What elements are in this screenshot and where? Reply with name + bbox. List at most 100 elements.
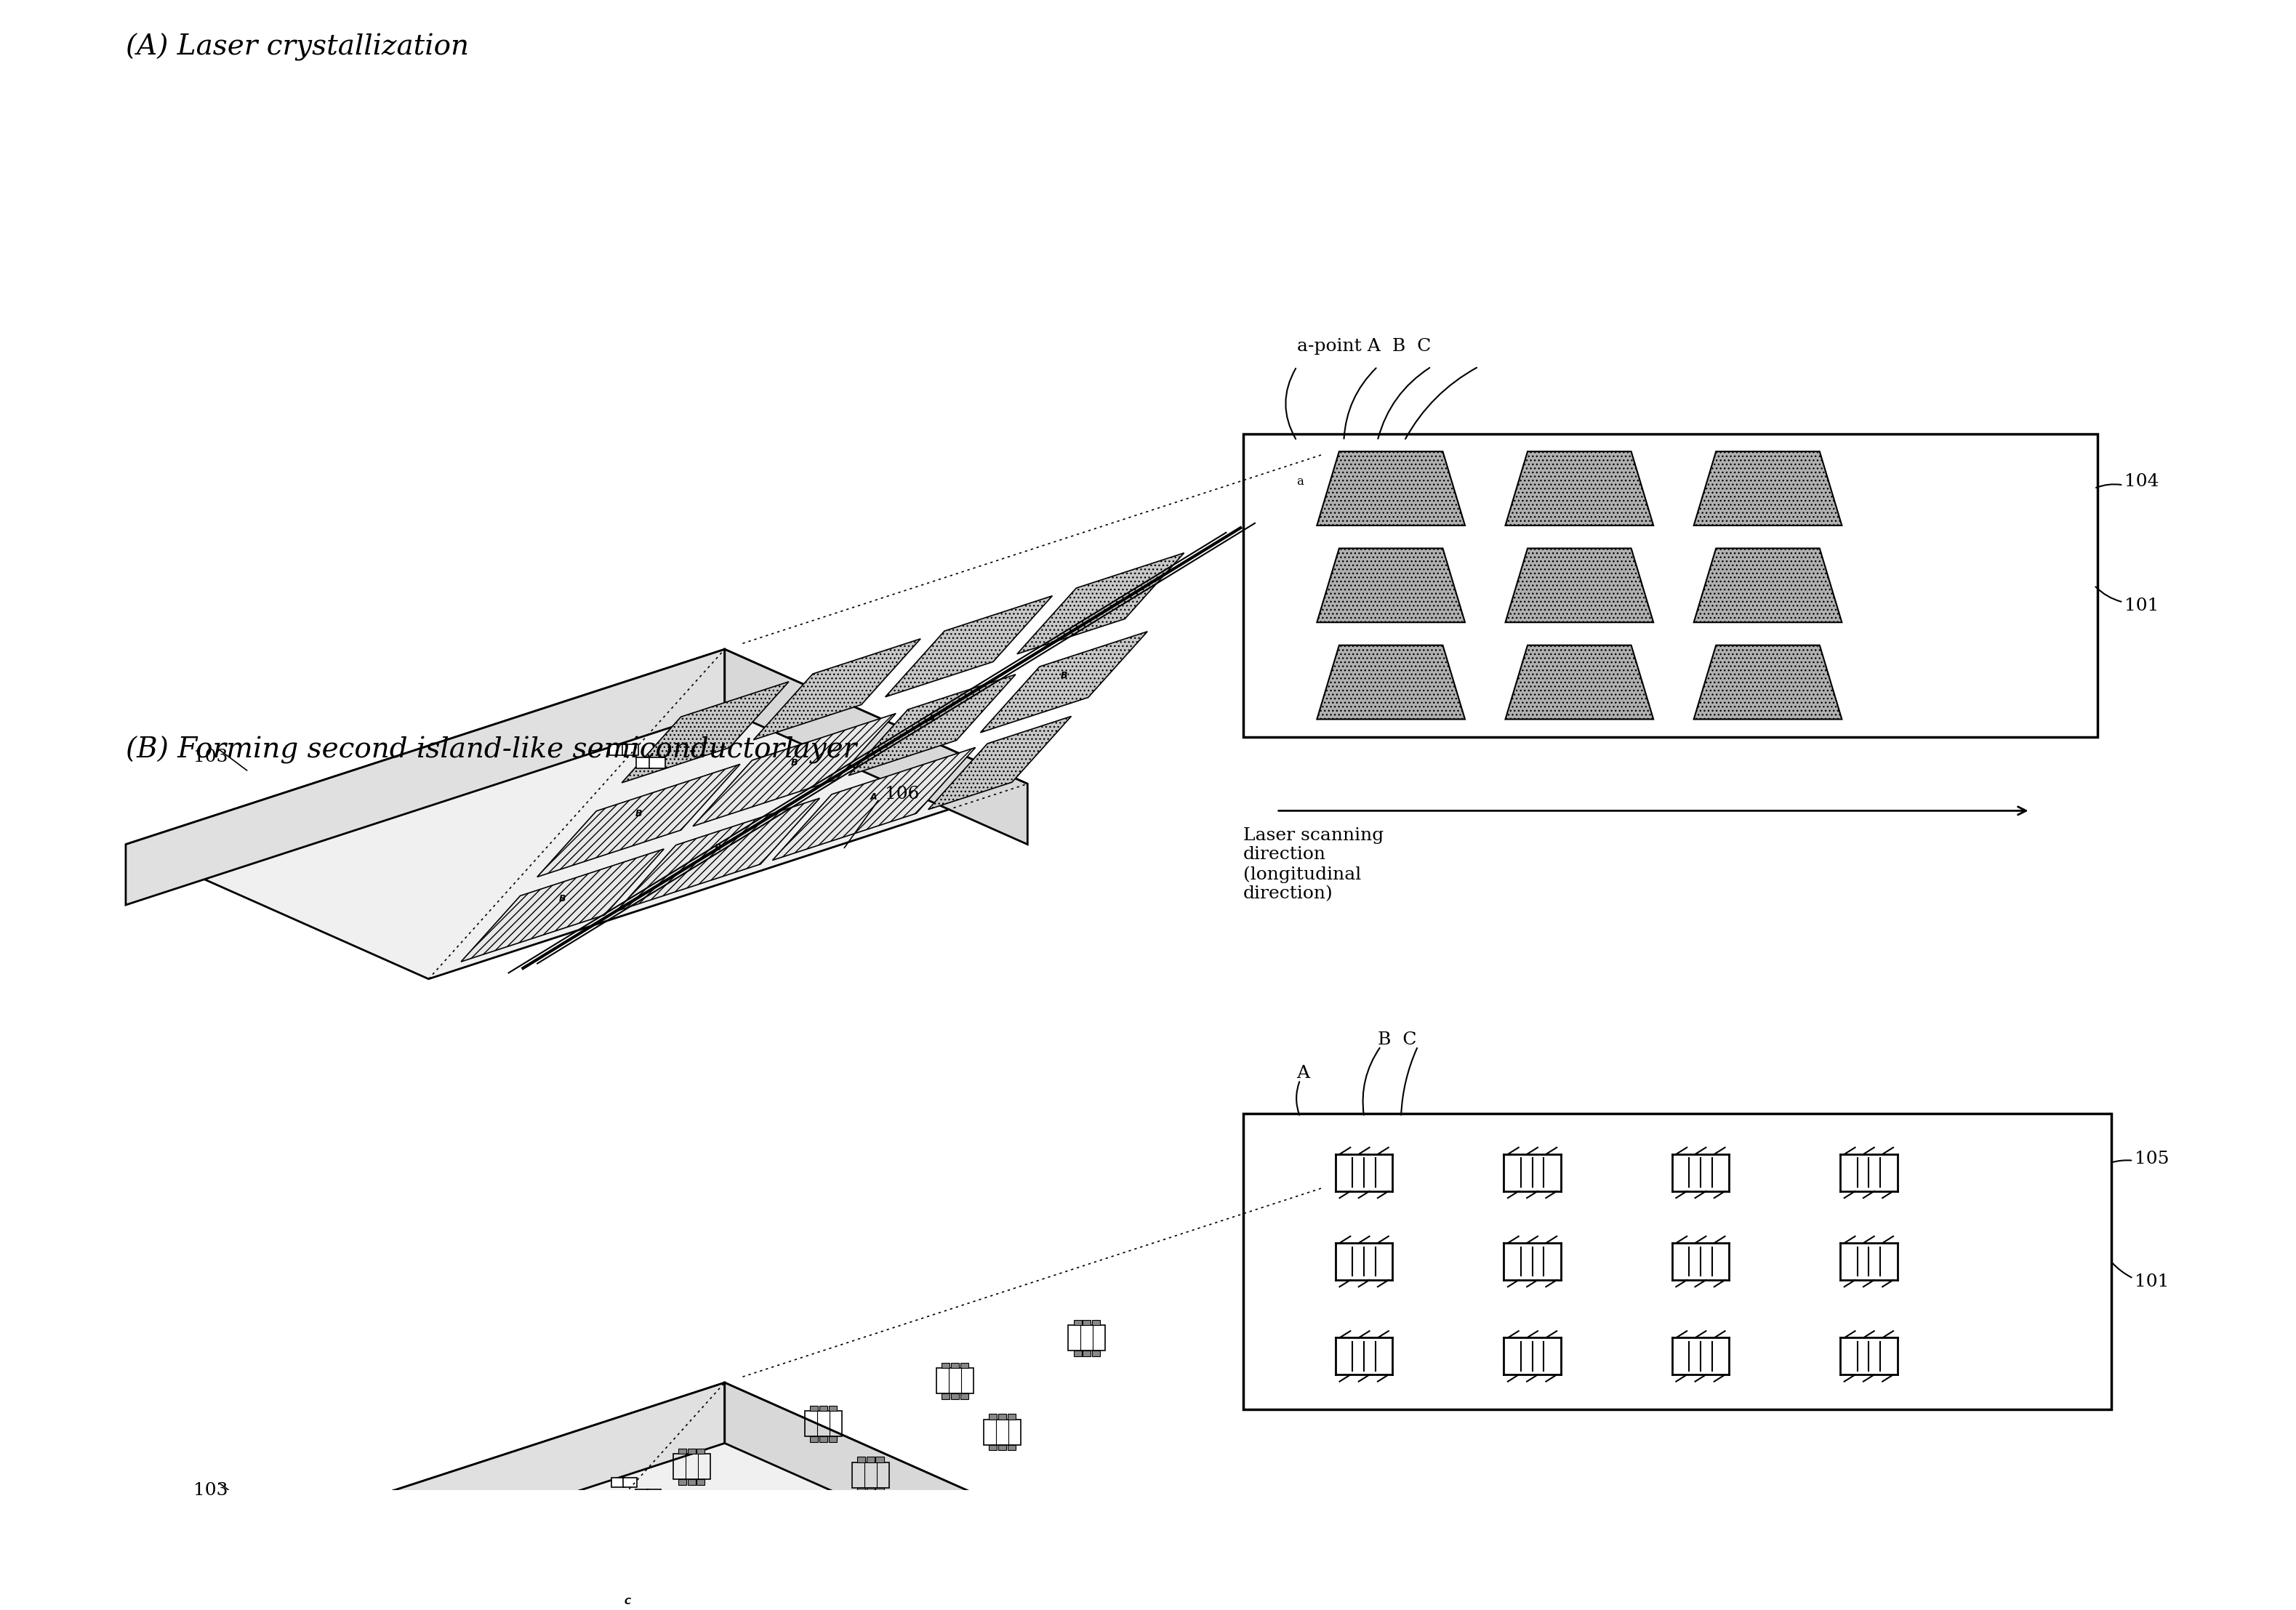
Text: B: B (1061, 671, 1068, 679)
Bar (767, 1557, 804, 1583)
Bar (650, 1594, 659, 1599)
Text: (A) Laser crystallization: (A) Laser crystallization (126, 34, 468, 61)
Text: C: C (625, 1597, 631, 1607)
Bar (721, 1505, 758, 1531)
Bar (960, 1394, 969, 1399)
Bar (771, 1583, 781, 1587)
Polygon shape (1694, 549, 1841, 623)
FancyBboxPatch shape (636, 758, 652, 768)
Bar (726, 1501, 732, 1505)
Text: B: B (714, 844, 721, 853)
Text: 101: 101 (2135, 1274, 2170, 1290)
Bar (604, 1573, 611, 1579)
Bar (636, 1599, 673, 1610)
Bar (771, 1550, 781, 1557)
Bar (829, 1406, 836, 1410)
Bar (951, 1362, 960, 1368)
FancyBboxPatch shape (650, 758, 666, 768)
Bar (856, 1457, 866, 1462)
Bar (792, 1550, 799, 1557)
Bar (1242, 435, 2099, 737)
Text: 103: 103 (193, 749, 227, 765)
Polygon shape (1017, 552, 1185, 654)
Bar (1084, 1351, 1091, 1356)
Bar (744, 1501, 753, 1505)
Bar (783, 1550, 790, 1557)
Polygon shape (126, 649, 1029, 979)
FancyBboxPatch shape (622, 744, 638, 755)
FancyBboxPatch shape (608, 744, 625, 755)
Bar (905, 1509, 912, 1513)
Bar (677, 1449, 687, 1454)
Bar (659, 1594, 668, 1599)
FancyBboxPatch shape (611, 1478, 625, 1488)
Polygon shape (1318, 646, 1465, 720)
Bar (941, 1362, 951, 1368)
Polygon shape (726, 1383, 1029, 1578)
Bar (900, 1513, 937, 1539)
Bar (983, 1420, 1022, 1444)
Bar (829, 1436, 836, 1443)
Bar (595, 1573, 602, 1579)
Bar (687, 1449, 696, 1454)
Bar (735, 1501, 742, 1505)
Polygon shape (1318, 549, 1465, 623)
Text: A: A (870, 792, 877, 802)
Bar (960, 1362, 969, 1368)
Bar (923, 1509, 930, 1513)
Bar (1093, 1351, 1100, 1356)
Polygon shape (980, 631, 1148, 733)
Bar (990, 1444, 996, 1451)
Bar (613, 1542, 620, 1549)
Text: A: A (1297, 1064, 1311, 1082)
Text: 101: 101 (2124, 597, 2158, 613)
Polygon shape (618, 799, 820, 911)
Text: B: B (790, 758, 797, 768)
Bar (941, 1394, 951, 1399)
Polygon shape (1506, 549, 1653, 623)
Bar (696, 1449, 705, 1454)
Bar (1084, 1320, 1091, 1325)
Bar (866, 1488, 875, 1492)
FancyBboxPatch shape (647, 1489, 661, 1499)
Bar (820, 1406, 827, 1410)
Bar (866, 1457, 875, 1462)
Bar (905, 1539, 912, 1544)
Text: 103: 103 (193, 1481, 227, 1499)
Text: a: a (1297, 475, 1304, 488)
Bar (604, 1542, 611, 1549)
Bar (914, 1539, 921, 1544)
Bar (641, 1594, 650, 1599)
Bar (875, 1488, 884, 1492)
Bar (595, 1542, 602, 1549)
Bar (783, 1583, 790, 1587)
Bar (735, 1531, 742, 1536)
Bar (852, 1462, 889, 1488)
Bar (687, 1480, 696, 1484)
Text: Laser scanning
direction
(longitudinal
direction): Laser scanning direction (longitudinal d… (1242, 828, 1384, 902)
Bar (937, 1368, 974, 1394)
Polygon shape (1694, 451, 1841, 525)
Polygon shape (928, 716, 1072, 810)
Text: 104: 104 (2124, 473, 2158, 489)
Bar (923, 1539, 930, 1544)
Bar (1242, 1114, 2110, 1409)
Bar (990, 1414, 996, 1420)
Polygon shape (1506, 451, 1653, 525)
Text: B: B (636, 810, 643, 818)
Polygon shape (726, 649, 1029, 844)
Bar (914, 1509, 921, 1513)
Bar (951, 1394, 960, 1399)
Bar (1068, 1325, 1104, 1351)
Text: (B) Forming second island-like semiconductorlayer: (B) Forming second island-like semicondu… (126, 736, 856, 765)
Bar (810, 1406, 817, 1410)
FancyBboxPatch shape (636, 1489, 650, 1499)
Text: 105: 105 (2135, 1151, 2170, 1167)
Polygon shape (886, 596, 1052, 697)
Polygon shape (1694, 646, 1841, 720)
Polygon shape (126, 649, 726, 905)
Bar (820, 1436, 827, 1443)
Bar (1008, 1414, 1015, 1420)
Bar (613, 1573, 620, 1579)
Bar (677, 1480, 687, 1484)
